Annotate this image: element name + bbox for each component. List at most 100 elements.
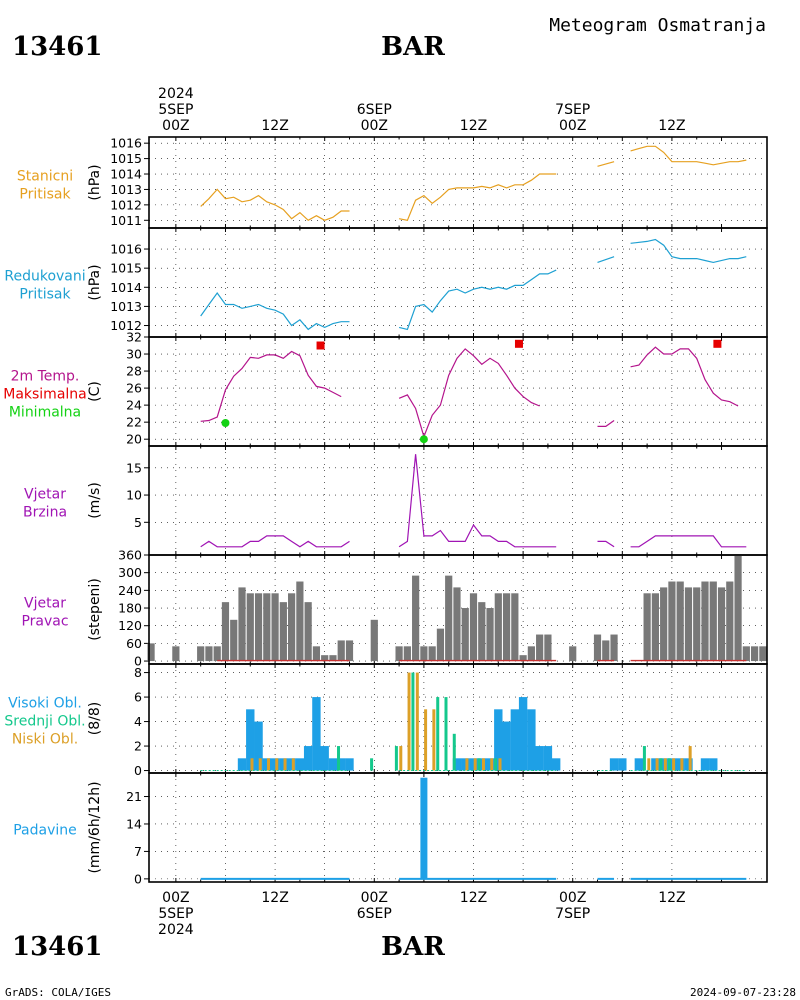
y-tick-label: 10 [126, 488, 142, 503]
tmin-marker [221, 419, 230, 428]
cloud-bar-mid [494, 758, 498, 771]
meteogram-title: Meteogram Osmatranja [549, 15, 766, 36]
grid [149, 137, 767, 228]
direction-bar [172, 646, 180, 662]
y-tick-label: 1014 [110, 280, 142, 295]
cloud-bar-mid [444, 697, 448, 771]
direction-bar [254, 593, 263, 662]
series-line [200, 188, 350, 222]
time-label: 12Z [261, 890, 288, 906]
y-tick-label: 21 [126, 789, 142, 804]
cloud-bar-low [267, 758, 271, 771]
timestamp: 2024-09-07-23:28 [690, 986, 796, 999]
direction-bar [205, 646, 213, 662]
y-tick-label: 8 [134, 665, 142, 680]
cloud-bar-low [655, 758, 659, 771]
direction-bar [742, 646, 750, 662]
direction-bar [147, 643, 155, 662]
panel-vjetar-pravac: 0 60 120 180 240 300 360 (stepeni) Vjetar Pravac [21, 548, 768, 669]
y-tick-label: 300 [118, 565, 142, 580]
y-tick-label: 240 [118, 583, 142, 598]
panel-redukovani-pritisak: 1012 1013 1014 1015 1016 (hPa)Redukovani Priti… [4, 227, 768, 338]
cloud-bar-low [663, 758, 667, 771]
footer: 13461 BAR GrADS: COLA/IGES 2024-09-07-23… [5, 932, 796, 999]
direction-bar [593, 634, 602, 662]
cloud-bar-low [291, 758, 295, 771]
cloud-bar-low [415, 672, 419, 771]
cloud-bar-high [667, 758, 677, 771]
y-tick-label: 1011 [110, 213, 142, 228]
direction-bar [502, 593, 511, 662]
cloud-bar-low [283, 758, 287, 771]
time-label: 7SEP [555, 102, 590, 118]
cloud-bar-high [618, 758, 627, 771]
time-label: 6SEP [357, 906, 392, 922]
cloud-bar-low [275, 758, 279, 771]
cloud-bar-mid [667, 758, 671, 771]
cloud-bar-high [254, 721, 263, 771]
cloud-bar-high [246, 709, 255, 771]
cloud-bar-high [518, 697, 528, 771]
cloud-bar-high [477, 758, 486, 771]
direction-bar [750, 646, 759, 662]
cloud-bar-low [688, 746, 692, 771]
cloud-bar-low [680, 758, 684, 771]
direction-bar [759, 646, 767, 662]
station-name: BAR [381, 32, 445, 62]
cloud-bar-high [303, 746, 313, 771]
series-line [630, 145, 747, 166]
direction-bar [544, 634, 552, 662]
panel-frame [148, 227, 768, 338]
panel-label: 2m Temp. [11, 369, 80, 385]
direction-bar [726, 581, 734, 662]
cloud-bar-low [498, 758, 502, 771]
y-tick-label: 7 [134, 844, 142, 859]
cloud-bar-high [543, 746, 553, 771]
direction-bar [436, 628, 445, 662]
cloud-bar-low [407, 672, 411, 771]
time-label: 12Z [261, 118, 288, 134]
header: 13461 BAR Meteogram Osmatranja [12, 15, 766, 62]
time-label: 5SEP [158, 102, 193, 118]
direction-bar [238, 587, 246, 662]
cloud-bar-high [262, 758, 272, 771]
panel-label: Vjetar [24, 596, 66, 612]
direction-bar [527, 646, 535, 662]
cloud-bar-low [473, 758, 477, 771]
cloud-bar-high [659, 758, 668, 771]
cloud-bar-low [399, 746, 403, 771]
panel-oblacnost: 0 2 4 6 8 (8/8) Visoki Obl. Srednji Obl. Niski O… [4, 663, 768, 778]
cloud-bar-high [651, 758, 660, 771]
direction-bar [321, 655, 329, 662]
y-tick-label: 32 [126, 330, 142, 345]
panel-frame [148, 663, 768, 774]
series-line [398, 348, 540, 439]
cloud-bar-high [270, 758, 280, 771]
y-axis-label: (mm/6h/12h) [87, 781, 103, 873]
y-tick-label: 26 [126, 381, 142, 396]
y-tick-label: 30 [126, 347, 142, 362]
panel-label: Padavine [13, 823, 77, 839]
y-tick-label: 180 [118, 601, 142, 616]
direction-bar [428, 646, 436, 662]
panel-label: Redukovani [4, 269, 85, 285]
tmax-marker [316, 341, 325, 350]
panel-label: Pravac [21, 614, 68, 630]
direction-bar [701, 581, 709, 662]
panel-label: Maksimalna [3, 387, 87, 403]
y-tick-label: 1012 [110, 318, 142, 333]
direction-bar [279, 602, 287, 662]
time-label: 7SEP [555, 906, 590, 922]
panel-vjetar-brzina: 5 10 15 (m/s) Vjetar Brzina [23, 445, 768, 556]
direction-bar [511, 593, 519, 662]
direction-bar [337, 640, 345, 662]
cloud-bar-low [490, 758, 494, 771]
series-line [597, 420, 615, 427]
time-label: 00Z [361, 118, 388, 134]
direction-bar [717, 587, 726, 662]
direction-bar [197, 646, 205, 662]
direction-bar [602, 640, 610, 662]
